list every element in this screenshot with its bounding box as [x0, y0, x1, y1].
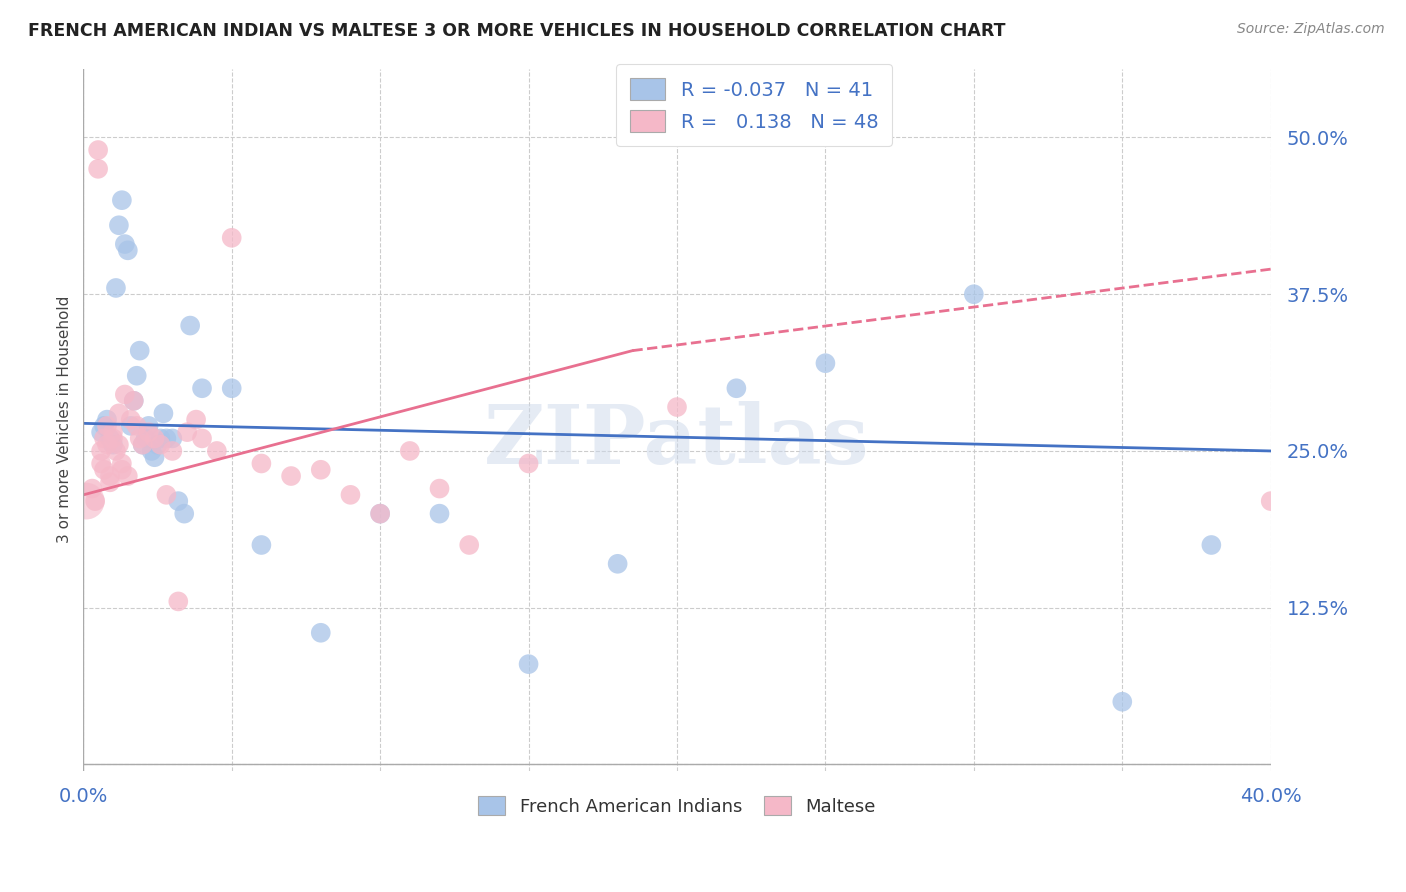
Point	[250, 457, 273, 471]
Point	[152, 406, 174, 420]
Point	[517, 657, 540, 672]
Point	[162, 431, 184, 445]
Point	[221, 231, 243, 245]
Point	[666, 400, 689, 414]
Point	[143, 450, 166, 465]
Point	[114, 237, 136, 252]
Point	[108, 438, 131, 452]
Point	[104, 444, 127, 458]
Point	[131, 438, 153, 452]
Point	[117, 244, 139, 258]
Point	[96, 438, 118, 452]
Point	[90, 425, 112, 439]
Point	[122, 393, 145, 408]
Point	[155, 488, 177, 502]
Point	[87, 143, 110, 157]
Point	[309, 463, 332, 477]
Point	[184, 412, 207, 426]
Point	[963, 287, 986, 301]
Point	[111, 193, 134, 207]
Point	[429, 507, 451, 521]
Point	[114, 387, 136, 401]
Point	[75, 494, 97, 508]
Y-axis label: 3 or more Vehicles in Household: 3 or more Vehicles in Household	[58, 296, 72, 543]
Point	[96, 418, 118, 433]
Point	[141, 444, 163, 458]
Point	[93, 431, 115, 445]
Point	[167, 594, 190, 608]
Point	[205, 444, 228, 458]
Point	[125, 368, 148, 383]
Point	[122, 393, 145, 408]
Point	[149, 438, 172, 452]
Point	[1111, 695, 1133, 709]
Point	[149, 431, 172, 445]
Point	[138, 425, 160, 439]
Point	[93, 418, 115, 433]
Point	[339, 488, 361, 502]
Point	[725, 381, 748, 395]
Point	[135, 431, 157, 445]
Point	[309, 625, 332, 640]
Point	[90, 457, 112, 471]
Point	[1260, 494, 1282, 508]
Point	[98, 475, 121, 490]
Point	[131, 438, 153, 452]
Point	[191, 431, 214, 445]
Point	[128, 343, 150, 358]
Point	[120, 412, 142, 426]
Point	[101, 425, 124, 439]
Point	[155, 431, 177, 445]
Point	[458, 538, 481, 552]
Point	[84, 494, 107, 508]
Point	[368, 507, 391, 521]
Point	[104, 281, 127, 295]
Point	[173, 507, 195, 521]
Point	[108, 406, 131, 420]
Point	[814, 356, 837, 370]
Point	[191, 381, 214, 395]
Point	[179, 318, 201, 333]
Point	[111, 463, 134, 477]
Point	[98, 431, 121, 445]
Point	[120, 418, 142, 433]
Point	[606, 557, 628, 571]
Point	[101, 431, 124, 445]
Point	[146, 438, 169, 452]
Point	[111, 457, 134, 471]
Point	[82, 482, 104, 496]
Point	[117, 469, 139, 483]
Point	[125, 418, 148, 433]
Point	[368, 507, 391, 521]
Point	[101, 438, 124, 452]
Point	[280, 469, 302, 483]
Point	[429, 482, 451, 496]
Point	[87, 161, 110, 176]
Point	[517, 457, 540, 471]
Point	[167, 494, 190, 508]
Text: ZIPatlas: ZIPatlas	[484, 401, 870, 481]
Text: FRENCH AMERICAN INDIAN VS MALTESE 3 OR MORE VEHICLES IN HOUSEHOLD CORRELATION CH: FRENCH AMERICAN INDIAN VS MALTESE 3 OR M…	[28, 22, 1005, 40]
Point	[98, 469, 121, 483]
Point	[108, 219, 131, 233]
Point	[250, 538, 273, 552]
Point	[143, 431, 166, 445]
Point	[90, 444, 112, 458]
Point	[93, 463, 115, 477]
Point	[398, 444, 420, 458]
Point	[138, 418, 160, 433]
Point	[128, 431, 150, 445]
Point	[176, 425, 198, 439]
Text: Source: ZipAtlas.com: Source: ZipAtlas.com	[1237, 22, 1385, 37]
Point	[162, 444, 184, 458]
Legend: French American Indians, Maltese: French American Indians, Maltese	[470, 788, 884, 825]
Point	[221, 381, 243, 395]
Point	[1201, 538, 1223, 552]
Point	[96, 412, 118, 426]
